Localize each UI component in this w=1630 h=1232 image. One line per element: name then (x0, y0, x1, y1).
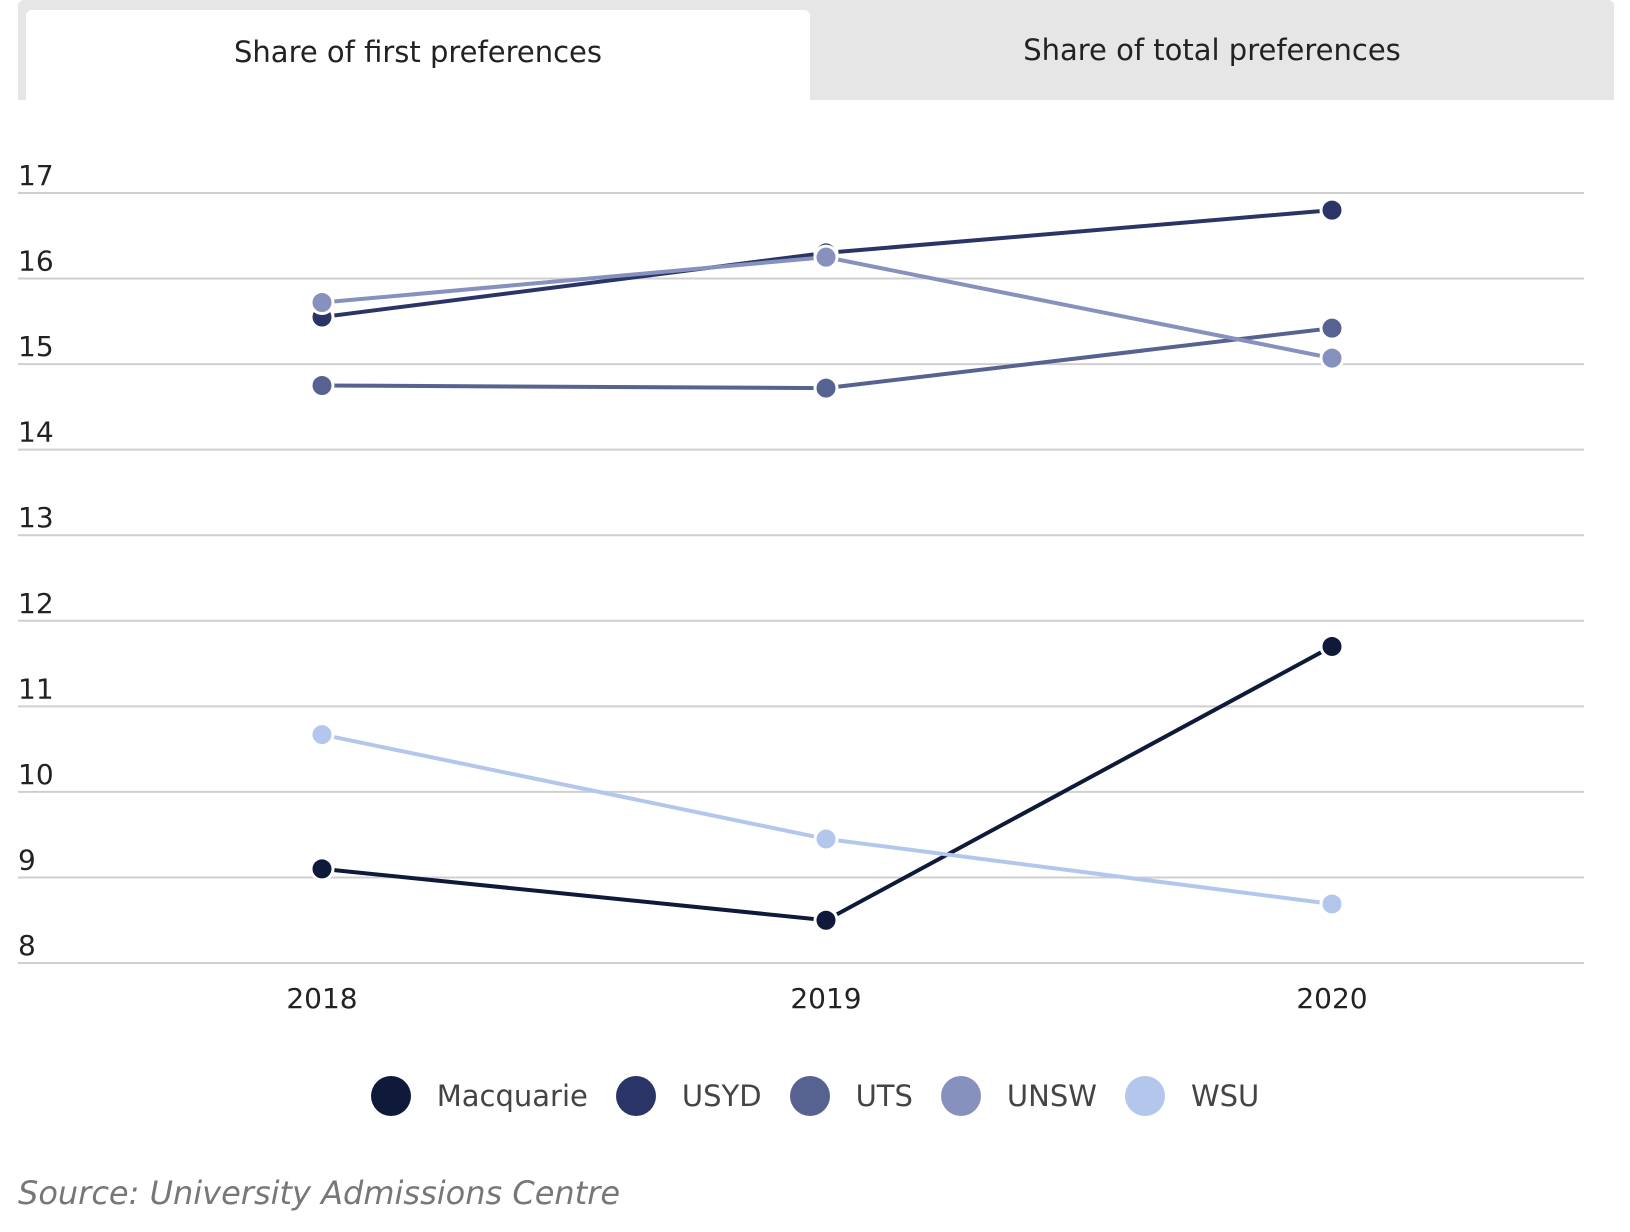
series-line-unsw (321, 255, 1333, 361)
point-macquarie[interactable] (1319, 633, 1345, 659)
point-wsu[interactable] (813, 826, 839, 852)
legend-item-wsu[interactable]: WSU (1124, 1076, 1260, 1116)
legend-item-unsw[interactable]: UNSW (940, 1076, 1097, 1116)
y-tick-label: 11 (18, 672, 54, 705)
point-unsw[interactable] (309, 290, 335, 316)
point-uts[interactable] (309, 373, 335, 398)
y-tick-label: 14 (18, 416, 54, 449)
line-chart: 8 9 10 11 12 13 14 15 16 17 2018 2019 2020 (18, 159, 1584, 1015)
point-unsw[interactable] (1319, 345, 1345, 371)
tab-bar: Share of first preferences Share of tota… (18, 0, 1614, 100)
point-macquarie[interactable] (813, 907, 839, 933)
legend-item-uts[interactable]: UTS (789, 1076, 913, 1116)
y-tick-label: 9 (18, 843, 36, 876)
x-tick-label: 2019 (790, 982, 861, 1015)
point-uts[interactable] (1319, 315, 1345, 341)
y-axis-ticks: 8 9 10 11 12 13 14 15 16 17 (18, 159, 54, 962)
legend-label: Macquarie (436, 1079, 588, 1113)
legend-label: UTS (855, 1079, 913, 1113)
series-lines (321, 208, 1333, 923)
y-tick-label: 17 (18, 159, 54, 192)
legend-swatch (1124, 1076, 1165, 1116)
point-uts[interactable] (813, 375, 839, 401)
y-tick-label: 16 (18, 245, 54, 278)
y-tick-label: 10 (18, 758, 54, 791)
source-note: Source: University Admissions Centre (18, 1174, 621, 1212)
legend: Macquarie USYD UTS UNSW WSU (0, 1076, 1630, 1116)
legend-label: WSU (1190, 1079, 1260, 1113)
legend-swatch (615, 1076, 656, 1116)
point-macquarie[interactable] (309, 856, 335, 882)
series-line-wsu (321, 732, 1333, 906)
y-tick-label: 8 (18, 929, 36, 962)
y-tick-label: 15 (18, 330, 54, 363)
point-wsu[interactable] (1319, 891, 1345, 917)
legend-swatch (940, 1076, 981, 1116)
gridlines (18, 192, 1584, 964)
legend-label: UNSW (1006, 1079, 1097, 1113)
tab-total-preferences[interactable]: Share of total preferences (1023, 33, 1401, 67)
legend-swatch (370, 1076, 411, 1116)
point-wsu[interactable] (309, 722, 335, 748)
legend-swatch (789, 1076, 830, 1116)
y-tick-label: 12 (18, 587, 54, 620)
legend-item-macquarie[interactable]: Macquarie (370, 1076, 588, 1116)
legend-label: USYD (681, 1079, 762, 1113)
point-unsw[interactable] (813, 244, 839, 270)
x-tick-label: 2020 (1296, 982, 1367, 1015)
series-line-macquarie (321, 644, 1333, 923)
point-usyd[interactable] (1319, 197, 1345, 223)
legend-item-usyd[interactable]: USYD (615, 1076, 762, 1116)
x-tick-label: 2018 (286, 982, 357, 1015)
x-axis-ticks: 2018 2019 2020 (286, 982, 1367, 1015)
y-tick-label: 13 (18, 501, 54, 534)
series-points (309, 197, 1345, 933)
tab-first-preferences[interactable]: Share of first preferences (26, 10, 810, 100)
